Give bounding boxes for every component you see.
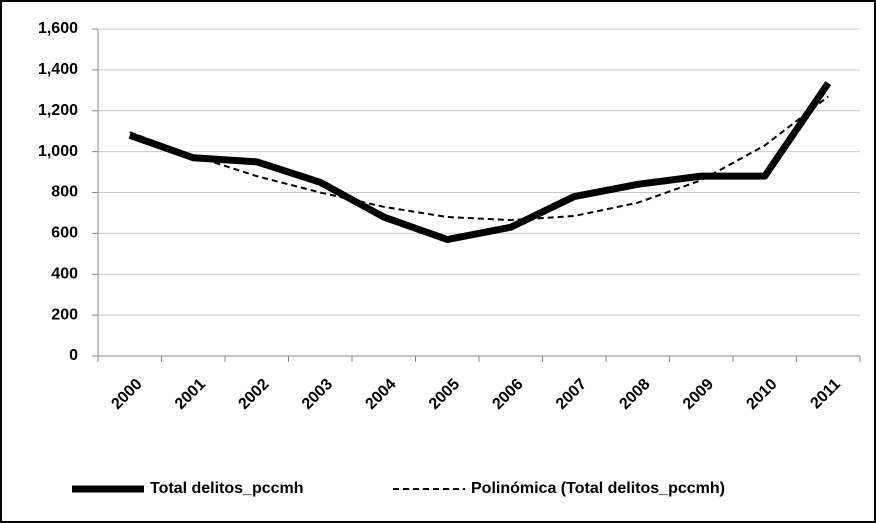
y-tick-label: 400 bbox=[51, 265, 78, 282]
legend-label: Polinómica (Total delitos_pccmh) bbox=[471, 480, 725, 497]
y-tick-label: 800 bbox=[51, 184, 78, 201]
y-tick-label: 600 bbox=[51, 225, 78, 242]
y-tick-label: 0 bbox=[69, 347, 78, 364]
legend-label: Total delitos_pccmh bbox=[150, 480, 304, 497]
series-line bbox=[128, 81, 832, 244]
y-tick-label: 200 bbox=[51, 306, 78, 323]
y-tick-label: 1,400 bbox=[38, 61, 78, 78]
y-tick-label: 1,200 bbox=[38, 102, 78, 119]
y-tick-label: 1,000 bbox=[38, 143, 78, 160]
y-tick-label: 1,600 bbox=[38, 20, 78, 37]
